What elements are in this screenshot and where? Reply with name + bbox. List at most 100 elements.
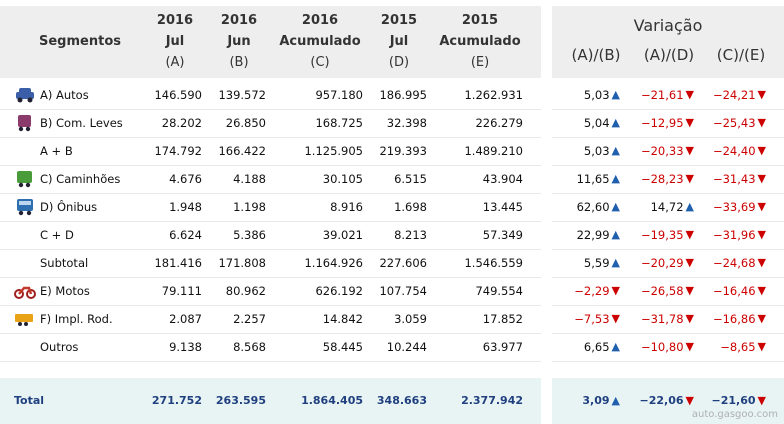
table-row: F) Impl. Rod. 2.087 2.257 14.842 3.059 17.852 [0,305,541,334]
table-cell: 9.138 [169,340,202,354]
table-cell: 58.445 [322,340,363,354]
segment-label: C + D [40,228,74,242]
table-cell: 2.087 [169,312,202,326]
variation-cell: −7,53 ▼ [562,305,620,333]
variation-row: 5,04 ▲ −12,95 ▼ −25,43 ▼ [552,109,784,138]
table-row: E) Motos 79.111 80.962 626.192 107.754 749.55… [0,277,541,306]
variation-cell: −33,69 ▼ [704,193,766,221]
header-col-d: 2015 Jul (D) [380,13,418,70]
arrow-down-icon: ▼ [685,394,694,407]
variation-cell: −12,95 ▼ [632,109,694,137]
arrow-down-icon: ▼ [611,312,620,325]
arrow-down-icon: ▼ [757,116,766,129]
total-cell: 263.595 [215,394,266,407]
arrow-up-icon: ▲ [611,144,620,157]
table-cell: 2.257 [233,312,266,326]
arrow-down-icon: ▼ [757,144,766,157]
variation-cell: 11,65 ▲ [562,165,620,193]
variation-total-cell: −21,60 ▼ [704,378,766,424]
variation-row: 6,65 ▲ −10,80 ▼ −8,65 ▼ [552,333,784,362]
variation-total-row: 3,09 ▲ −22,06 ▼ −21,60 ▼ [552,378,784,424]
table-cell: 171.808 [218,256,266,270]
segment-label: Outros [40,340,79,354]
total-cell: 1.864.405 [301,394,363,407]
segment-label: B) Com. Leves [40,116,123,130]
arrow-down-icon: ▼ [757,312,766,325]
arrow-down-icon: ▼ [757,284,766,297]
arrow-down-icon: ▼ [757,228,766,241]
total-label: Total [14,394,45,407]
variation-col-ad: (A)/(D) [643,46,695,64]
table-cell: 174.792 [154,144,202,158]
segment-label: D) Ônibus [40,200,98,214]
variation-cell: −10,80 ▼ [632,333,694,361]
variation-cell: −19,35 ▼ [632,221,694,249]
variation-cell: 5,03 ▲ [562,81,620,109]
table-row: C + D 6.624 5.386 39.021 8.213 57.349 [0,221,541,250]
bus-icon [14,198,36,216]
variation-cell: −25,43 ▼ [704,109,766,137]
table-row: B) Com. Leves 28.202 26.850 168.725 32.398 22… [0,109,541,138]
header-col-c: 2016 Acumulado (C) [279,13,361,70]
table-cell: 1.262.931 [464,88,523,102]
table-cell: 186.995 [379,88,427,102]
table-header [0,6,541,78]
segment-label: E) Motos [40,284,90,298]
table-cell: 5.386 [233,228,266,242]
table-cell: 626.192 [315,284,363,298]
table-cell: 79.111 [161,284,202,298]
table-cell: 10.244 [386,340,427,354]
table-cell: 17.852 [482,312,523,326]
arrow-down-icon: ▼ [685,144,694,157]
variation-cell: −16,46 ▼ [704,277,766,305]
table-cell: 219.393 [379,144,427,158]
arrow-down-icon: ▼ [685,256,694,269]
segment-label: Subtotal [40,256,89,270]
table-cell: 14.842 [322,312,363,326]
variation-row: 5,59 ▲ −20,29 ▼ −24,68 ▼ [552,249,784,278]
arrow-down-icon: ▼ [757,256,766,269]
table-cell: 1.125.905 [304,144,363,158]
trailer-icon [14,310,36,328]
table-cell: 139.572 [218,88,266,102]
total-cell: 348.663 [376,394,427,407]
table-row: A) Autos 146.590 139.572 957.180 186.995 1.26… [0,81,541,110]
table-cell: 168.725 [315,116,363,130]
variation-row: 5,03 ▲ −21,61 ▼ −24,21 ▼ [552,81,784,110]
variation-cell: 22,99 ▲ [562,221,620,249]
table-cell: 57.349 [482,228,523,242]
total-cell: 271.752 [151,394,202,407]
table-cell: 39.021 [322,228,363,242]
table-cell: 63.977 [482,340,523,354]
arrow-down-icon: ▼ [611,284,620,297]
table-cell: 146.590 [154,88,202,102]
table-cell: 1.546.559 [464,256,523,270]
variation-cell: −24,68 ▼ [704,249,766,277]
table-cell: 32.398 [386,116,427,130]
variation-cell: −24,21 ▼ [704,81,766,109]
car-icon [14,86,36,104]
variation-row: 22,99 ▲ −19,35 ▼ −31,96 ▼ [552,221,784,250]
table-cell: 4.188 [233,172,266,186]
table-cell: 8.213 [394,228,427,242]
table-cell: 1.198 [233,200,266,214]
variation-col-ce: (C)/(E) [716,46,766,64]
table-row: D) Ônibus 1.948 1.198 8.916 1.698 13.445 [0,193,541,222]
table-cell: 80.962 [225,284,266,298]
variation-cell: −2,29 ▼ [562,277,620,305]
arrow-down-icon: ▼ [685,228,694,241]
variation-header [552,6,784,78]
arrow-up-icon: ▲ [611,394,620,407]
truck-icon [14,170,36,188]
arrow-down-icon: ▼ [757,172,766,185]
table-cell: 28.202 [161,116,202,130]
variation-cell: 5,59 ▲ [562,249,620,277]
table-cell: 3.059 [394,312,427,326]
vehicle-sales-table: Segmentos 2016 Jul (A) 2016 Jun (B) 2016 Acum… [0,6,541,424]
table-cell: 8.568 [233,340,266,354]
table-cell: 1.489.210 [464,144,523,158]
table-cell: 8.916 [330,200,363,214]
segment-label: C) Caminhões [40,172,121,186]
table-row: A + B 174.792 166.422 1.125.905 219.393 1.489… [0,137,541,166]
variation-cell: −26,58 ▼ [632,277,694,305]
